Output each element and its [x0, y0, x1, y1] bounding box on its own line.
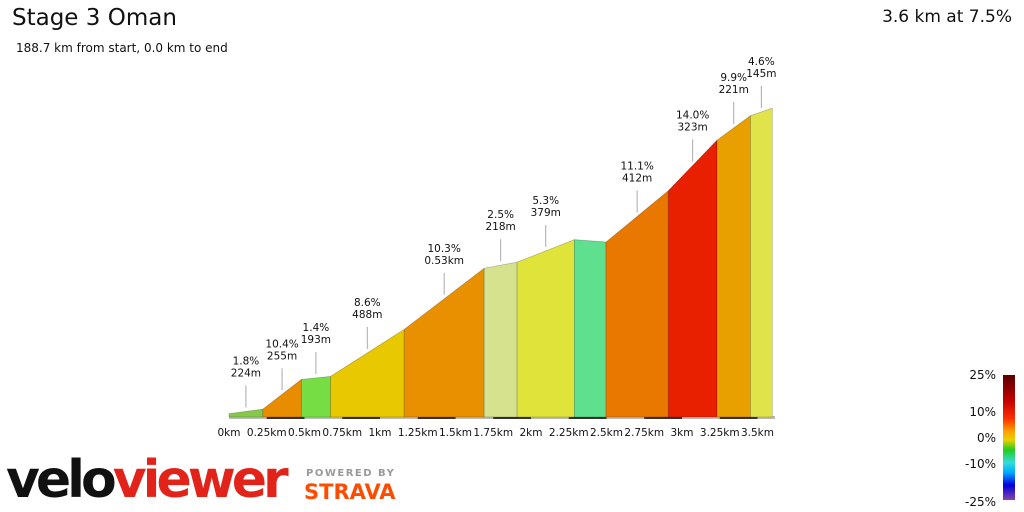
segment-length-label: 218m	[486, 221, 516, 233]
logo-velo: velo	[6, 450, 117, 510]
x-axis-band	[568, 416, 607, 419]
segment-grade-label: 14.0%	[676, 109, 709, 121]
x-tick-label: 0km	[218, 427, 241, 439]
x-tick-label: 2.5km	[590, 427, 623, 439]
x-tick-label: 3.5km	[741, 427, 774, 439]
segment-length-label: 224m	[231, 367, 261, 379]
legend-label: 25%	[969, 368, 996, 382]
legend-label: 10%	[969, 405, 996, 419]
profile-segment[interactable]	[750, 107, 773, 418]
profile-segment[interactable]	[483, 261, 518, 418]
profile-segment[interactable]	[573, 239, 607, 418]
segment-grade-label: 10.4%	[265, 338, 298, 350]
x-axis-band	[342, 416, 380, 419]
segment-grade-label: 2.5%	[487, 209, 514, 221]
segment-length-label: 0.53km	[424, 255, 464, 267]
x-tick-label: 0.25km	[247, 427, 287, 439]
x-tick-label: 0.75km	[322, 427, 362, 439]
segment-length-label: 221m	[719, 84, 749, 96]
x-tick-label: 2.25km	[549, 427, 589, 439]
profile-segment[interactable]	[667, 139, 718, 418]
page-title: Stage 3 Oman	[12, 5, 177, 31]
logo-viewer: viewer	[112, 450, 289, 510]
segment-length-label: 379m	[531, 207, 561, 219]
x-tick-label: 2.75km	[624, 427, 664, 439]
profile-segment[interactable]	[300, 376, 331, 418]
legend-label: -10%	[965, 457, 996, 471]
x-tick-label: 3.25km	[700, 427, 740, 439]
x-tick-label: 1km	[369, 427, 392, 439]
legend-label: -25%	[965, 495, 996, 509]
powered-by-label: POWERED BY	[306, 468, 396, 479]
segment-length-label: 412m	[622, 172, 652, 184]
segment-grade-label: 4.6%	[748, 56, 775, 68]
segment-grade-label: 5.3%	[532, 195, 559, 207]
segment-grade-label: 1.4%	[303, 322, 330, 334]
x-axis-band	[719, 416, 758, 419]
subtitle: 188.7 km from start, 0.0 km to end	[16, 41, 228, 55]
segment-length-label: 323m	[678, 121, 708, 133]
segment-grade-label: 9.9%	[720, 72, 747, 84]
legend-label: 0%	[977, 431, 996, 445]
x-tick-label: 3km	[671, 427, 694, 439]
x-tick-label: 1.75km	[473, 427, 513, 439]
segment-length-label: 193m	[301, 334, 331, 346]
x-axis-band	[266, 416, 305, 419]
segment-grade-label: 8.6%	[354, 297, 381, 309]
grade-color-legend	[1003, 375, 1015, 500]
segment-length-label: 145m	[746, 68, 776, 80]
x-tick-label: 2km	[520, 427, 543, 439]
profile-segment[interactable]	[716, 114, 751, 418]
x-tick-label: 1.25km	[398, 427, 438, 439]
profile-segment[interactable]	[516, 239, 575, 418]
profile-segment[interactable]	[228, 408, 264, 418]
segment-length-label: 255m	[267, 350, 297, 362]
x-axis-band	[493, 416, 531, 419]
veloviewer-logo[interactable]: veloviewer	[6, 450, 289, 510]
climb-summary: 3.6 km at 7.5%	[882, 7, 1012, 27]
segment-grade-label: 1.8%	[233, 355, 260, 367]
segment-grade-label: 10.3%	[427, 243, 460, 255]
segment-length-label: 488m	[352, 309, 382, 321]
x-axis-band	[417, 416, 456, 419]
x-axis-band	[644, 416, 682, 419]
strava-logo[interactable]: STRAVA	[304, 480, 396, 504]
profile-segment[interactable]	[605, 190, 669, 418]
x-tick-label: 1.5km	[439, 427, 472, 439]
x-tick-label: 0.5km	[288, 427, 321, 439]
segment-grade-label: 11.1%	[620, 160, 653, 172]
